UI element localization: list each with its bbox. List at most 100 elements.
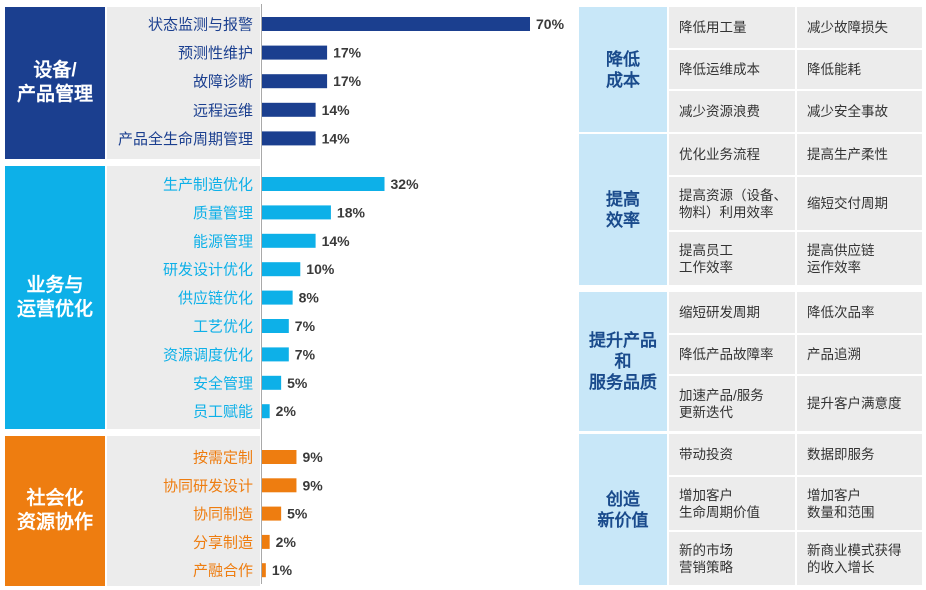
value-cell-text: 提高员工 工作效率 xyxy=(679,242,733,275)
bar xyxy=(262,563,266,578)
bar-category-label: 能源管理 xyxy=(193,233,253,250)
bar xyxy=(262,45,328,60)
bar xyxy=(262,319,289,333)
category-block-social: 社会化 资源协作 xyxy=(5,436,105,586)
bar-category-label: 按需定制 xyxy=(193,450,253,467)
value-cell-text: 降低产品故障率 xyxy=(679,347,774,362)
bar-value-label: 7% xyxy=(295,346,316,362)
bar-value-label: 9% xyxy=(302,477,323,493)
value-cell-text: 加速产品/服务 更新迭代 xyxy=(679,387,764,420)
bar-value-label: 2% xyxy=(276,403,297,419)
bar xyxy=(262,347,289,362)
value-cell: 缩短交付周期 xyxy=(797,177,922,230)
value-cell-text: 新商业模式获得 的收入增长 xyxy=(807,542,902,575)
value-cell-text: 提高资源（设备、 物料）利用效率 xyxy=(679,187,787,220)
value-cell-text: 降低能耗 xyxy=(807,62,861,77)
bar-value-label: 5% xyxy=(287,506,308,522)
value-cell: 提高生产柔性 xyxy=(797,134,922,175)
bar-category-label: 预测性维护 xyxy=(178,45,253,62)
value-cell: 加速产品/服务 更新迭代 xyxy=(669,376,795,431)
bar-category-label: 生产制造优化 xyxy=(163,177,253,194)
value-cell: 增加客户 生命周期价值 xyxy=(669,477,795,530)
value-cell-text: 提高供应链 运作效率 xyxy=(807,242,875,275)
value-cell: 新商业模式获得 的收入增长 xyxy=(797,532,922,585)
value-cell: 提高供应链 运作效率 xyxy=(797,232,922,285)
value-cell-text: 增加客户 生命周期价值 xyxy=(679,487,760,520)
bar-value-label: 7% xyxy=(295,318,316,334)
value-cell-text: 增加客户 数量和范围 xyxy=(807,487,875,520)
value-cell-text: 降低用工量 xyxy=(679,20,747,35)
value-group: 提升产品 和 服务品质 缩短研发周期 降低次品率 降低产品故障率 产品追溯 加速产品/服务… xyxy=(579,292,922,431)
value-cell-text: 优化业务流程 xyxy=(679,147,760,162)
bar xyxy=(262,205,331,220)
bar xyxy=(262,233,316,248)
bar-value-label: 17% xyxy=(333,73,362,89)
bar-value-label: 14% xyxy=(322,233,351,249)
value-cell: 提高资源（设备、 物料）利用效率 xyxy=(669,177,795,230)
category-title: 社会化 资源协作 xyxy=(16,488,93,533)
value-cell: 优化业务流程 xyxy=(669,134,795,175)
value-cell-text: 缩短研发周期 xyxy=(679,305,760,320)
bar-category-label: 员工赋能 xyxy=(193,404,253,421)
bar-category-label: 资源调度优化 xyxy=(163,347,253,364)
bar-value-label: 10% xyxy=(306,261,335,277)
bar-value-label: 32% xyxy=(391,176,420,192)
bar xyxy=(262,74,328,89)
value-cell: 减少资源浪费 xyxy=(669,91,795,132)
value-cell: 降低能耗 xyxy=(797,50,922,89)
value-group-title: 创造 新价值 xyxy=(579,434,667,585)
value-cell-text: 减少故障损失 xyxy=(807,20,888,35)
bar-category-label: 远程运维 xyxy=(193,102,253,119)
category-title: 设备/ 产品管理 xyxy=(16,60,93,105)
value-group-title: 提升产品 和 服务品质 xyxy=(579,292,667,431)
label-panel-business xyxy=(107,166,260,429)
bar-category-label: 状态监测与报警 xyxy=(148,17,253,34)
bar-value-label: 1% xyxy=(272,562,293,578)
bar-value-label: 14% xyxy=(322,102,351,118)
bar-category-label: 研发设计优化 xyxy=(163,262,253,279)
value-cell-text: 降低运维成本 xyxy=(679,62,760,77)
bar-value-label: 2% xyxy=(276,534,297,550)
bar-value-label: 9% xyxy=(302,449,323,465)
bar xyxy=(262,131,316,146)
value-group: 降低 成本 降低用工量 减少故障损失降低运维成本 降低能耗 减少资源浪费 减少安全事故 xyxy=(579,7,922,132)
value-cell: 新的市场 营销策略 xyxy=(669,532,795,585)
bar-category-label: 故障诊断 xyxy=(193,73,253,91)
value-cell: 提升客户满意度 xyxy=(797,376,922,431)
label-panel-equipment xyxy=(107,7,260,159)
value-group-title-text: 提升产品 和 服务品质 xyxy=(589,331,657,392)
value-cell-text: 缩短交付周期 xyxy=(807,196,888,211)
value-cell-text: 带动投资 xyxy=(679,447,733,462)
bar-chart: 状态监测与报警 70% 预测性维护 17% 故障诊断 17% 远程运维 14% 产品全生命周期管… xyxy=(118,16,565,580)
bar-category-label: 分享制造 xyxy=(193,534,253,551)
value-cell-text: 新的市场 营销策略 xyxy=(679,542,733,575)
value-cell: 降低次品率 xyxy=(797,292,922,333)
bar-value-label: 18% xyxy=(337,204,366,220)
value-group-title-text: 创造 新价值 xyxy=(597,489,649,530)
category-block-business: 业务与 运营优化 xyxy=(5,166,105,429)
value-group: 创造 新价值 带动投资 数据即服务增加客户 生命周期价值 增加客户 数量和范围新的市场… xyxy=(579,434,922,585)
bar-category-label: 产融合作 xyxy=(193,563,253,580)
value-group-title-text: 降低 成本 xyxy=(606,49,640,90)
value-group: 提高 效率 优化业务流程 提高生产柔性 提高资源（设备、 物料）利用效率 缩短交付周期提… xyxy=(579,134,922,285)
value-group-title-text: 提高 效率 xyxy=(606,189,640,230)
bar xyxy=(262,17,530,31)
bar xyxy=(262,262,301,277)
bar-category-label: 产品全生命周期管理 xyxy=(118,130,253,148)
bar xyxy=(262,450,297,464)
bar xyxy=(262,404,270,419)
bar-category-label: 协同制造 xyxy=(193,506,253,523)
bar-category-label: 协同研发设计 xyxy=(163,478,253,495)
value-group-title: 降低 成本 xyxy=(579,7,667,132)
value-cell-text: 降低次品率 xyxy=(807,305,875,320)
value-cell: 数据即服务 xyxy=(797,434,922,475)
bar xyxy=(262,177,385,191)
value-group-title: 提高 效率 xyxy=(579,134,667,285)
value-cell: 降低用工量 xyxy=(669,7,795,48)
category-title: 业务与 运营优化 xyxy=(16,274,93,320)
value-cell: 减少安全事故 xyxy=(797,91,922,132)
bar-value-label: 17% xyxy=(333,45,362,61)
bar-category-label: 安全管理 xyxy=(193,374,253,392)
value-cell-text: 提升客户满意度 xyxy=(807,396,902,411)
bar-category-label: 工艺优化 xyxy=(193,319,253,336)
